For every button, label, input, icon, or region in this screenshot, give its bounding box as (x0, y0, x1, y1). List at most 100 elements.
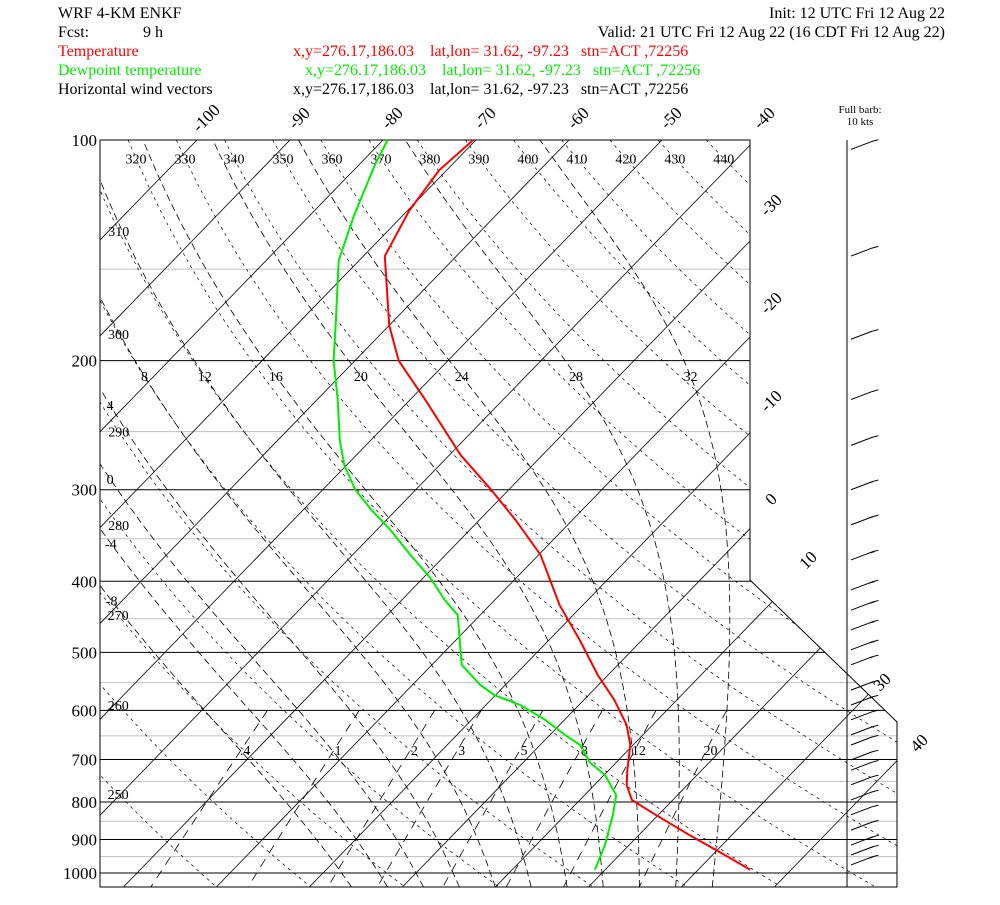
isotherm-label: -40 (749, 103, 778, 132)
isotherm (216, 140, 941, 887)
wind-barb (851, 640, 878, 650)
mixing-ratio-label: 5 (520, 744, 527, 759)
wind-barb (851, 330, 878, 340)
isotherm (402, 140, 1000, 887)
dry-adiabat (417, 140, 1000, 887)
isotherm (588, 140, 1000, 887)
dry-adiabat (369, 140, 1000, 887)
legend-label: Dewpoint temperature (58, 62, 202, 79)
mixing-ratio-line (564, 710, 656, 887)
isotherm-label: -60 (563, 103, 592, 132)
moist-adiabat (0, 140, 387, 887)
wind-barb (851, 390, 878, 400)
dry-adiabat (176, 140, 970, 887)
mixing-ratio-label: 12 (632, 744, 646, 759)
wind-barb (851, 550, 878, 560)
wind-barb (851, 601, 878, 611)
moist-adiabat-label: 8 (141, 370, 148, 385)
isotherm (309, 140, 1000, 887)
isotherm-label: -80 (377, 103, 406, 132)
moist-adiabat (0, 140, 459, 887)
isotherm-label: 40 (906, 730, 931, 755)
isotherm (0, 140, 197, 887)
legend-label: Horizontal wind vectors (58, 81, 213, 98)
dry-adiabat-label: 440 (713, 153, 734, 168)
y-tick-label: 1000 (63, 864, 97, 883)
mixing-ratio-line (328, 710, 435, 887)
moist-adiabat-label: 16 (269, 370, 283, 385)
wind-barb (851, 246, 878, 256)
moist-adiabat (85, 140, 531, 887)
dry-adiabat (514, 140, 1000, 887)
dry-adiabat-label: 330 (175, 153, 196, 168)
moist-adiabat (213, 140, 603, 887)
wind-barb (851, 790, 878, 800)
mixing-ratio-label: 3 (458, 744, 465, 759)
y-tick-label: 700 (72, 750, 98, 769)
dry-adiabat (465, 140, 1000, 887)
moist-adiabat-label: 24 (455, 370, 469, 385)
y-tick-label: 300 (72, 481, 98, 500)
wind-barb (851, 775, 878, 785)
isotherm-label: -50 (656, 103, 685, 132)
wind-barb (851, 580, 878, 590)
dry-adiabat-label: 360 (321, 153, 342, 168)
wind-barb (851, 515, 878, 525)
dry-adiabat-label: 410 (566, 153, 587, 168)
isotherm (0, 140, 476, 887)
y-tick-label: 400 (72, 572, 98, 591)
dry-adiabat-label: 430 (664, 153, 685, 168)
profile-line (385, 140, 750, 870)
dry-adiabat-label: 280 (108, 519, 129, 534)
isotherm-label: -90 (284, 103, 313, 132)
barb-note: 10 kts (847, 116, 874, 128)
frame (100, 140, 897, 887)
y-tick-label: 200 (72, 352, 98, 371)
dry-adiabat-label: 290 (108, 426, 129, 441)
dry-adiabat (273, 140, 1000, 887)
moist-adiabat-label: 28 (569, 370, 583, 385)
y-tick-label: 900 (72, 830, 98, 849)
moist-adiabat-label: 4 (107, 399, 114, 414)
init-time: Init: 12 UTC Fri 12 Aug 22 (769, 5, 945, 22)
legend-location: x,y=276.17,186.03 lat,lon= 31.62, -97.23… (293, 43, 688, 60)
isotherm (0, 140, 662, 887)
dry-adiabat (658, 140, 1000, 887)
wind-barb (851, 845, 878, 855)
dry-adiabat-label: 310 (108, 225, 129, 240)
mixing-ratio-label: 1 (335, 744, 342, 759)
dry-adiabat (610, 140, 1000, 887)
wind-barb (851, 725, 878, 735)
moist-adiabat (0, 140, 352, 887)
wind-barb (851, 750, 878, 760)
dry-adiabat-label: 390 (468, 153, 489, 168)
isotherm-label: -20 (756, 288, 785, 317)
isotherm-label: 10 (795, 547, 820, 572)
legend-location: x,y=276.17,186.03 lat,lon= 31.62, -97.23… (305, 62, 700, 79)
isotherm-label: 0 (761, 489, 780, 508)
y-tick-label: 100 (72, 131, 98, 150)
dry-adiabat-label: 380 (419, 153, 440, 168)
dry-adiabat-label: 320 (126, 153, 147, 168)
wind-barb (851, 480, 878, 490)
wind-barb (851, 436, 878, 446)
y-tick-label: 500 (72, 643, 98, 662)
mixing-ratio-label: 2 (411, 744, 418, 759)
dry-adiabat (321, 140, 1000, 887)
moist-adiabat-label: 20 (354, 370, 368, 385)
mixing-ratio-label: .4 (240, 744, 251, 759)
chart-title: WRF 4-KM ENKF (58, 5, 182, 22)
legend-location: x,y=276.17,186.03 lat,lon= 31.62, -97.23… (293, 81, 688, 98)
legend-label: Temperature (58, 43, 139, 60)
wind-barb (851, 761, 878, 771)
mixing-ratio-line (639, 710, 727, 887)
moist-adiabat (36, 140, 495, 887)
isotherm (774, 140, 1000, 887)
mixing-ratio-line (443, 710, 543, 887)
y-tick-label: 800 (72, 793, 98, 812)
dry-adiabat-label: 270 (108, 609, 129, 624)
forecast-hour: 9 h (143, 24, 163, 41)
isotherm (681, 140, 1000, 887)
dry-adiabat (0, 140, 405, 887)
